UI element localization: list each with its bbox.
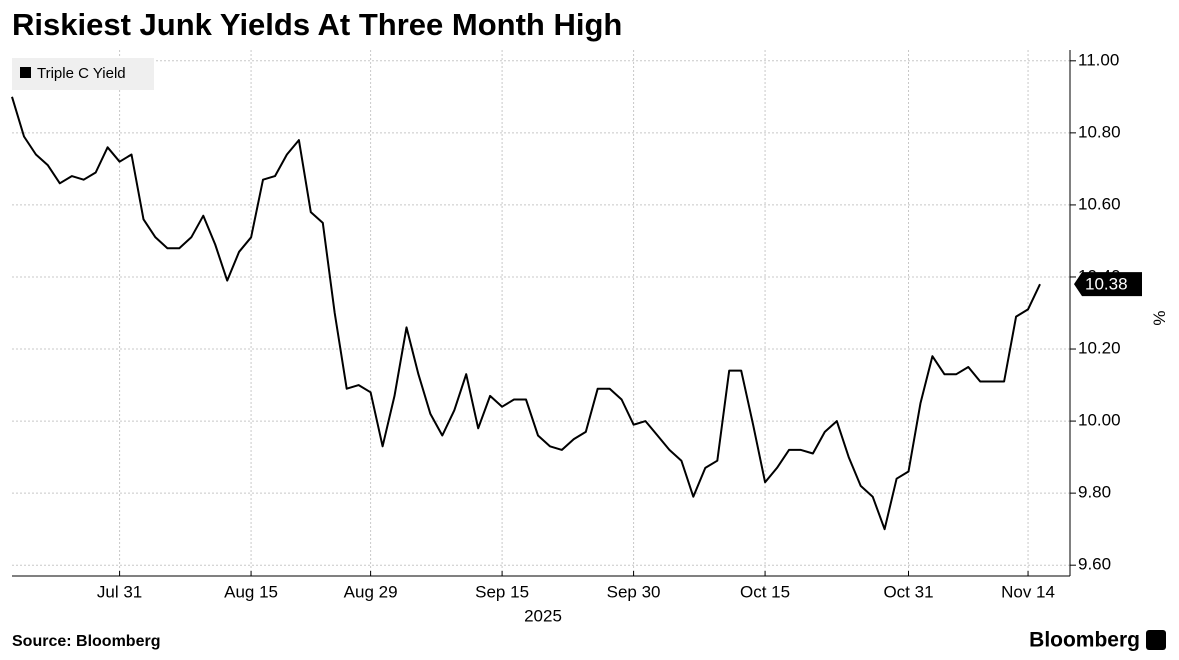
- chart-title: Riskiest Junk Yields At Three Month High: [12, 7, 622, 42]
- brand: Bloomberg: [1029, 629, 1140, 652]
- x-tick-label: Sep 15: [475, 582, 529, 601]
- legend-box: [12, 58, 154, 90]
- value-label-box: [1074, 272, 1142, 297]
- y-tick-label: 9.80: [1078, 483, 1111, 502]
- x-tick-label: Oct 15: [740, 582, 790, 601]
- y-tick-label: 10.20: [1078, 339, 1121, 358]
- x-tick-label: Nov 14: [1001, 582, 1055, 601]
- x-tick-label: Oct 31: [883, 582, 933, 601]
- y-tick-label: 11.00: [1078, 50, 1119, 69]
- x-tick-label: Aug 15: [224, 582, 278, 601]
- y-tick-label: 10.60: [1078, 194, 1121, 213]
- y-tick-label: 10.80: [1078, 122, 1121, 141]
- legend-label: Triple C Yield: [37, 65, 126, 82]
- x-tick-label: Aug 29: [344, 582, 398, 601]
- x-tick-label: Sep 30: [607, 582, 661, 601]
- y-tick-label: 9.60: [1078, 555, 1111, 574]
- y-tick-label: 10.00: [1078, 411, 1121, 430]
- value-label: 10.38: [1085, 275, 1128, 294]
- y-axis-label: %: [1150, 310, 1169, 325]
- legend-swatch: [20, 67, 31, 78]
- x-tick-label: Jul 31: [97, 582, 142, 601]
- series-line: [11, 96, 1041, 531]
- legend: Triple C Yield: [12, 58, 154, 90]
- source: Source: Bloomberg: [12, 633, 160, 650]
- brand-icon: [1146, 630, 1166, 650]
- x-axis-label: 2025: [524, 606, 562, 625]
